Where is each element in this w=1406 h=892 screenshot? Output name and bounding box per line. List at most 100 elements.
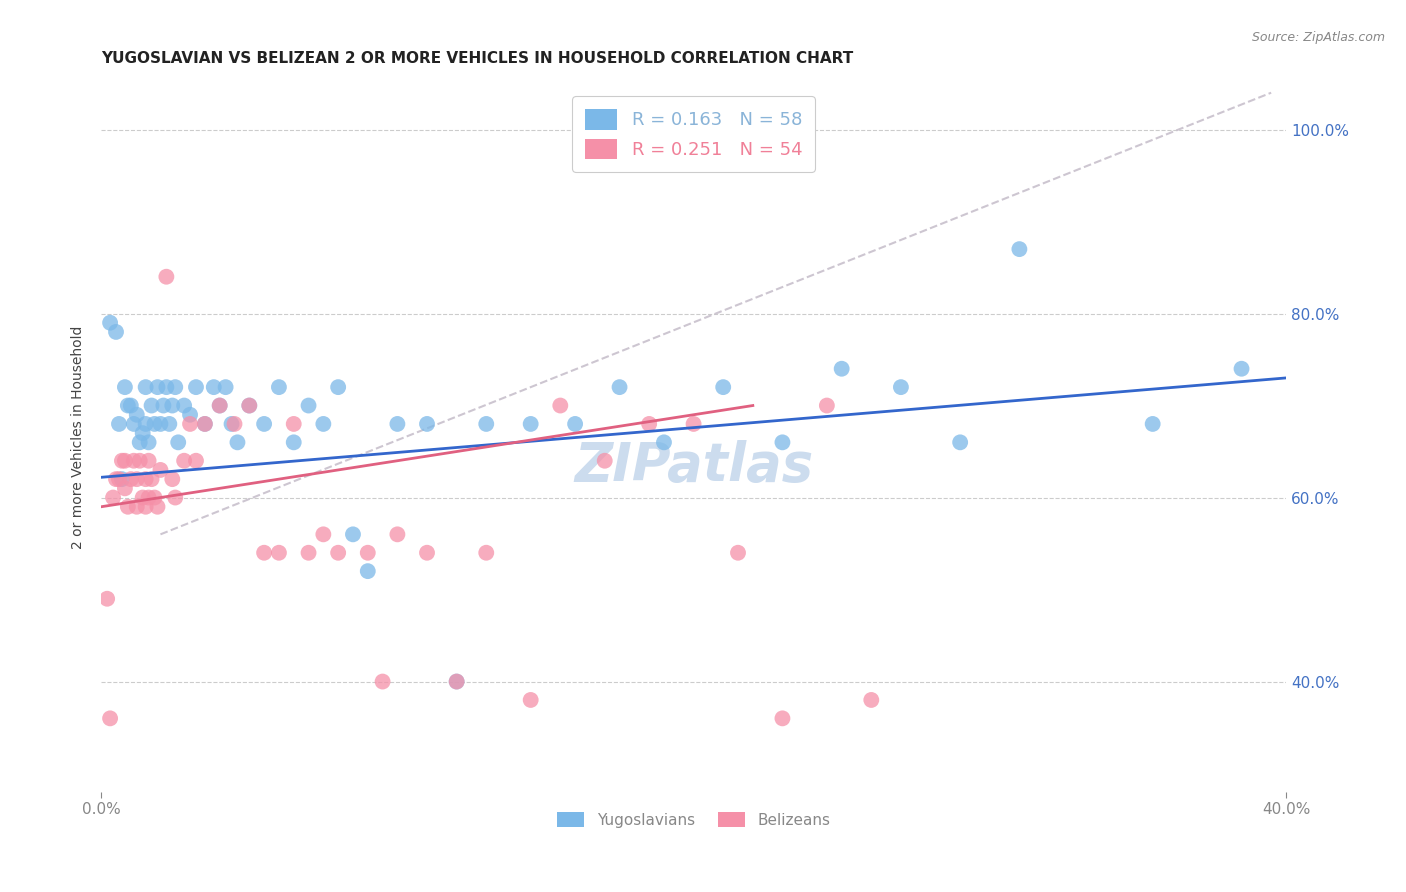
Point (328, 380, 350, 394)
Point (342, 527, 364, 541)
Point (221, 417, 243, 431)
Point (519, 693, 541, 707)
Point (96, 591, 118, 606)
Point (860, 693, 883, 707)
Point (652, 435, 675, 450)
Point (157, 417, 180, 431)
Point (238, 399, 260, 413)
Point (475, 417, 498, 431)
Point (120, 399, 142, 413)
Point (162, 399, 184, 413)
Point (135, 417, 157, 431)
Point (146, 500, 169, 514)
Point (111, 472, 134, 486)
Point (149, 417, 172, 431)
Point (387, 417, 409, 431)
Point (131, 426, 153, 441)
Point (117, 399, 139, 413)
Point (135, 380, 157, 394)
Point (253, 417, 276, 431)
Y-axis label: 2 or more Vehicles in Household: 2 or more Vehicles in Household (72, 326, 86, 549)
Point (371, 674, 394, 689)
Point (105, 472, 128, 486)
Point (138, 491, 160, 505)
Point (297, 546, 319, 560)
Point (1008, 242, 1031, 256)
Point (727, 546, 749, 560)
Point (831, 361, 853, 376)
Point (357, 564, 380, 578)
Point (772, 711, 794, 725)
Text: ZIPatlas: ZIPatlas (574, 440, 813, 492)
Point (267, 546, 290, 560)
Point (949, 435, 972, 450)
Point (108, 417, 131, 431)
Point (297, 399, 319, 413)
Point (146, 380, 169, 394)
Point (138, 435, 160, 450)
Point (202, 380, 225, 394)
Point (1142, 417, 1164, 431)
Point (120, 472, 142, 486)
Point (114, 380, 136, 394)
Point (141, 399, 163, 413)
Point (208, 399, 231, 413)
Point (593, 454, 616, 468)
Point (173, 454, 195, 468)
Point (550, 399, 572, 413)
Point (125, 500, 148, 514)
Text: Source: ZipAtlas.com: Source: ZipAtlas.com (1251, 31, 1385, 45)
Point (135, 472, 157, 486)
Point (125, 408, 148, 422)
Point (283, 417, 305, 431)
Point (194, 417, 217, 431)
Point (357, 546, 380, 560)
Point (416, 546, 439, 560)
Point (214, 380, 236, 394)
Point (128, 454, 150, 468)
Point (194, 417, 217, 431)
Point (117, 500, 139, 514)
Point (238, 399, 260, 413)
Point (283, 435, 305, 450)
Point (135, 500, 157, 514)
Point (105, 325, 128, 339)
Point (416, 417, 439, 431)
Point (155, 380, 177, 394)
Point (143, 417, 166, 431)
Point (143, 491, 166, 505)
Point (162, 472, 184, 486)
Point (609, 380, 631, 394)
Point (226, 435, 249, 450)
Point (98, 316, 121, 330)
Point (167, 435, 190, 450)
Point (173, 399, 195, 413)
Point (446, 674, 468, 689)
Point (208, 399, 231, 413)
Point (179, 408, 201, 422)
Point (149, 463, 172, 477)
Point (224, 417, 246, 431)
Point (165, 491, 187, 505)
Point (165, 380, 187, 394)
Point (184, 454, 207, 468)
Point (253, 546, 276, 560)
Point (312, 417, 335, 431)
Point (328, 546, 350, 560)
Point (387, 527, 409, 541)
Point (638, 417, 661, 431)
Point (184, 380, 207, 394)
Point (141, 472, 163, 486)
Point (125, 472, 148, 486)
Point (98, 711, 121, 725)
Point (155, 269, 177, 284)
Point (101, 491, 124, 505)
Point (128, 435, 150, 450)
Point (114, 454, 136, 468)
Point (312, 527, 335, 541)
Point (446, 674, 468, 689)
Point (711, 380, 734, 394)
Text: YUGOSLAVIAN VS BELIZEAN 2 OR MORE VEHICLES IN HOUSEHOLD CORRELATION CHART: YUGOSLAVIAN VS BELIZEAN 2 OR MORE VEHICL… (101, 51, 853, 66)
Point (114, 481, 136, 495)
Point (122, 454, 145, 468)
